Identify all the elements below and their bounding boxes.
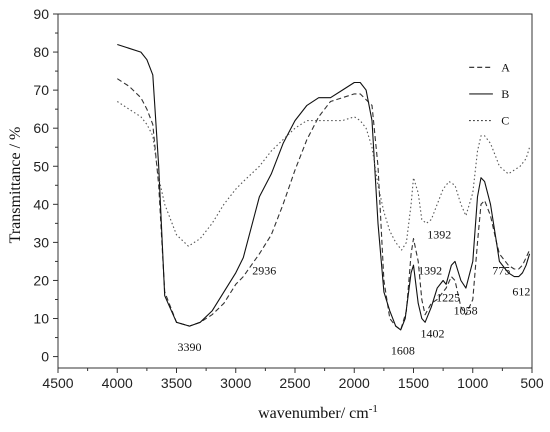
- series-line-a: [117, 78, 531, 331]
- y-tick-label: 70: [33, 82, 49, 98]
- x-axis-title-text: wavenumber/ cm: [258, 405, 369, 422]
- y-tick-label: 10: [33, 311, 49, 327]
- peak-annotation: 775: [492, 264, 510, 278]
- peak-annotation: 1392: [427, 228, 451, 242]
- x-tick-label: 2500: [279, 375, 310, 391]
- peak-annotation: 1392: [418, 264, 442, 278]
- x-axis-title: wavenumber/ cm-1: [258, 403, 378, 422]
- peak-annotation: 1402: [420, 327, 444, 341]
- peak-annotation: 1058: [454, 304, 478, 318]
- x-tick-label: 3500: [161, 375, 192, 391]
- series-line-c: [116, 101, 531, 251]
- plot-area: 4500 4000 3500 3000 2500 2000 1500 1000 500 0 10 20…: [33, 6, 543, 391]
- y-tick-label: 30: [33, 234, 49, 250]
- series-line-b: [117, 43, 531, 331]
- peak-annotation: 612: [512, 285, 530, 299]
- y-tick-label: 40: [33, 196, 49, 212]
- peak-annotation: 3390: [178, 340, 202, 354]
- y-tick-label: 20: [33, 272, 49, 288]
- y-tick-label: 80: [33, 44, 49, 60]
- peak-annotation: 1225: [436, 290, 460, 304]
- x-tick-label: 500: [520, 375, 544, 391]
- x-tick-label: 4500: [42, 375, 73, 391]
- peak-annotation: 2936: [252, 264, 276, 278]
- peak-annotation: 1608: [391, 344, 415, 358]
- x-tick-label: 1500: [398, 375, 429, 391]
- y-tick-label: 90: [33, 6, 49, 22]
- x-tick-label: 1000: [457, 375, 488, 391]
- legend-label-a: A: [501, 60, 510, 74]
- y-tick-label: 50: [33, 158, 49, 174]
- y-axis-title: Transmittance / %: [7, 127, 24, 244]
- x-tick-label: 3000: [220, 375, 251, 391]
- y-tick-label: 0: [41, 349, 49, 365]
- x-tick-label: 2000: [339, 375, 370, 391]
- y-tick-label: 60: [33, 120, 49, 136]
- legend-label-b: B: [501, 87, 509, 101]
- legend-label-c: C: [501, 114, 509, 128]
- x-axis-title-superscript: -1: [369, 403, 378, 415]
- x-tick-label: 4000: [102, 375, 133, 391]
